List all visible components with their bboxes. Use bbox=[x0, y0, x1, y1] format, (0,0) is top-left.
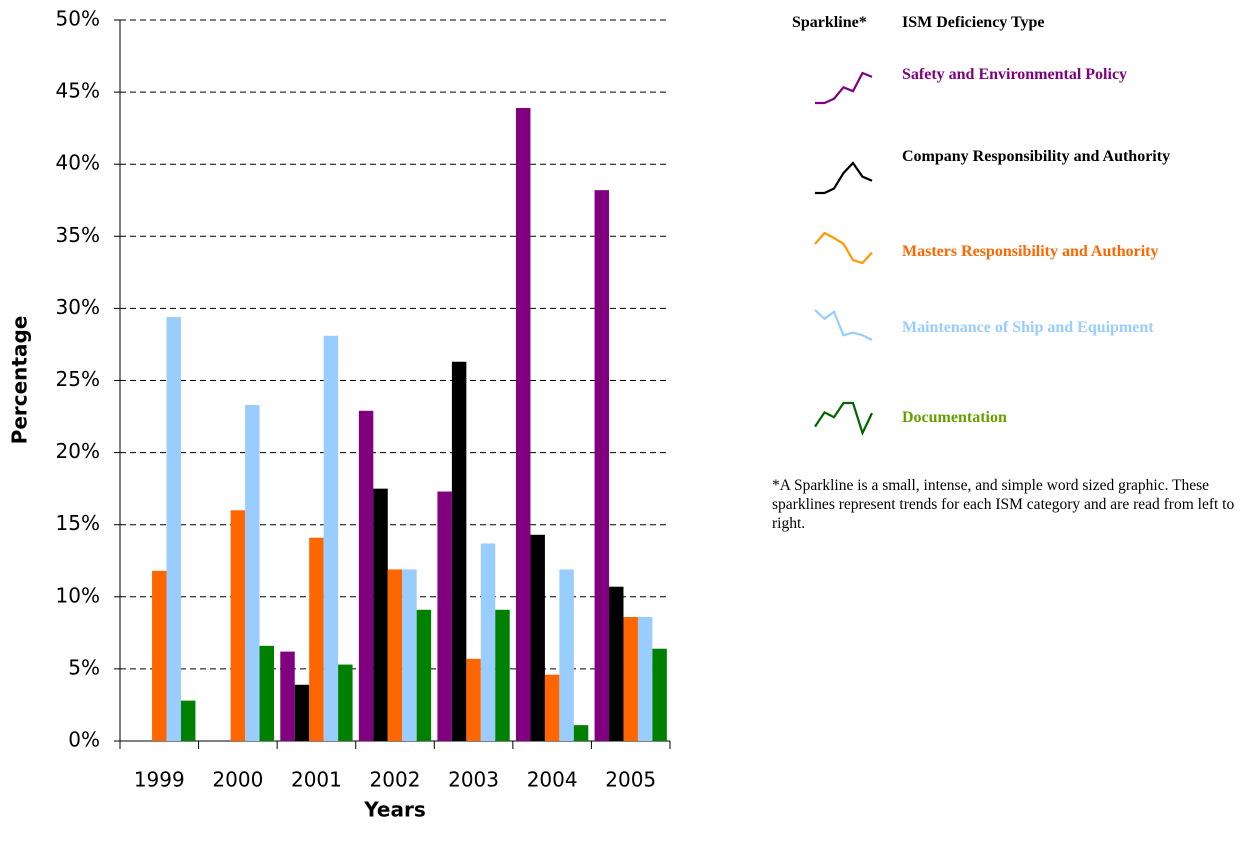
x-tick-label: 2004 bbox=[527, 768, 578, 792]
bar bbox=[530, 534, 545, 741]
bar bbox=[480, 543, 496, 741]
bar bbox=[544, 674, 560, 741]
legend-label: Masters Responsibility and Authority bbox=[902, 243, 1159, 260]
bar bbox=[280, 651, 295, 741]
bar bbox=[402, 569, 417, 741]
sparkline bbox=[814, 231, 873, 265]
legend-label: Documentation bbox=[902, 409, 1007, 426]
bar bbox=[451, 361, 467, 741]
bar bbox=[338, 664, 353, 741]
bar bbox=[387, 569, 403, 741]
bar bbox=[294, 684, 310, 741]
legend-header: Sparkline* bbox=[792, 14, 867, 31]
sparkline bbox=[814, 309, 873, 341]
bar bbox=[152, 570, 167, 741]
bar bbox=[358, 410, 374, 741]
bar bbox=[230, 510, 246, 741]
y-tick-label: 30% bbox=[56, 295, 100, 319]
bar bbox=[623, 616, 638, 741]
legend-label: Safety and Environmental Policy bbox=[902, 66, 1128, 83]
bar bbox=[652, 648, 667, 741]
bar bbox=[516, 107, 531, 742]
legend-label: Company Responsibility and Authority bbox=[902, 148, 1171, 165]
x-tick-label: 2003 bbox=[448, 768, 499, 792]
bar bbox=[609, 586, 624, 741]
bar bbox=[594, 190, 610, 741]
bar bbox=[245, 405, 260, 741]
bar bbox=[437, 491, 452, 741]
y-tick-label: 45% bbox=[56, 79, 100, 103]
sparkline bbox=[815, 71, 873, 105]
sparkline bbox=[814, 401, 873, 436]
legend-label: Maintenance of Ship and Equipment bbox=[902, 319, 1154, 336]
bar bbox=[309, 537, 324, 741]
y-tick-label: 15% bbox=[56, 511, 100, 535]
bar bbox=[495, 609, 510, 741]
y-tick-label: 40% bbox=[56, 151, 100, 175]
footnote: *A Sparkline is a small, intense, and si… bbox=[772, 477, 1235, 532]
bar bbox=[373, 488, 388, 741]
bar bbox=[180, 700, 196, 741]
x-tick-label: 2001 bbox=[291, 768, 342, 792]
bar bbox=[559, 569, 574, 741]
bar bbox=[573, 725, 589, 741]
legend-header: ISM Deficiency Type bbox=[902, 14, 1045, 31]
bar bbox=[259, 645, 274, 741]
x-tick-label: 1999 bbox=[134, 768, 185, 792]
y-tick-label: 0% bbox=[68, 728, 100, 752]
bar bbox=[466, 658, 481, 741]
bar bbox=[637, 616, 653, 741]
bar bbox=[416, 609, 432, 741]
x-axis-label: Years bbox=[363, 798, 425, 822]
y-tick-label: 25% bbox=[56, 367, 100, 391]
y-tick-label: 20% bbox=[56, 439, 100, 463]
y-tick-label: 10% bbox=[56, 583, 100, 607]
y-tick-label: 50% bbox=[56, 7, 100, 31]
sparkline bbox=[815, 161, 873, 195]
y-axis-label: Percentage bbox=[8, 316, 32, 445]
y-tick-label: 5% bbox=[68, 655, 100, 679]
x-tick-label: 2005 bbox=[605, 768, 656, 792]
y-tick-label: 35% bbox=[56, 223, 100, 247]
x-tick-label: 2000 bbox=[212, 768, 263, 792]
bar bbox=[166, 317, 181, 741]
bar bbox=[323, 335, 339, 741]
x-tick-label: 2002 bbox=[370, 768, 421, 792]
